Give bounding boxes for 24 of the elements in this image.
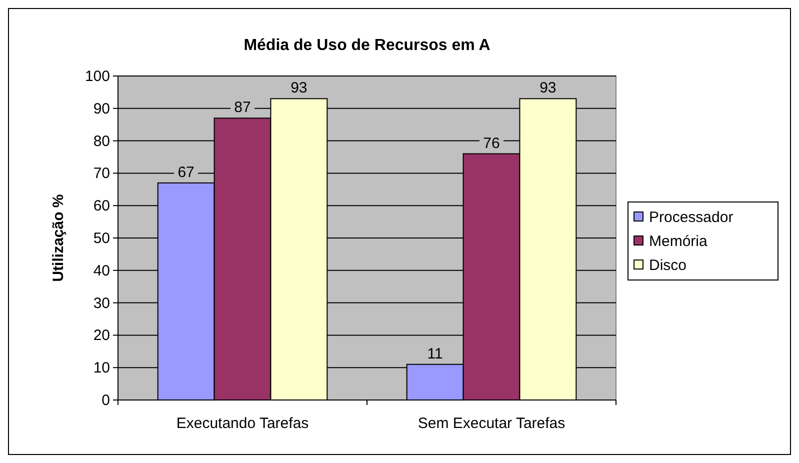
data-label: 76 <box>483 134 500 152</box>
y-tick-label: 70 <box>93 165 110 182</box>
data-label: 11 <box>427 345 443 362</box>
data-label: 67 <box>178 164 194 181</box>
data-label: 93 <box>290 80 308 97</box>
data-label: 87 <box>234 99 251 116</box>
y-tick-label: 10 <box>93 360 110 377</box>
y-tick-label: 80 <box>93 132 110 150</box>
legend-label: Processador <box>649 209 734 226</box>
y-tick-label: 0 <box>102 392 110 409</box>
y-tick-label: 100 <box>84 68 110 85</box>
x-tick-label: Sem Executar Tarefas <box>418 415 566 432</box>
legend-label: Memória <box>649 233 708 250</box>
chart-title: Média de Uso de Recursos em A <box>244 37 491 54</box>
y-axis-title: Utilização % <box>50 194 67 282</box>
legend-label: Disco <box>649 257 687 274</box>
y-tick-label: 90 <box>93 100 110 118</box>
y-tick-label: 40 <box>93 262 110 280</box>
y-tick-label: 60 <box>93 198 110 215</box>
x-tick-label: Executando Tarefas <box>176 415 309 432</box>
y-tick-label: 20 <box>93 327 110 344</box>
y-tick-label: 50 <box>93 230 110 247</box>
data-label: 93 <box>540 80 556 97</box>
y-tick-label: 30 <box>93 294 110 312</box>
